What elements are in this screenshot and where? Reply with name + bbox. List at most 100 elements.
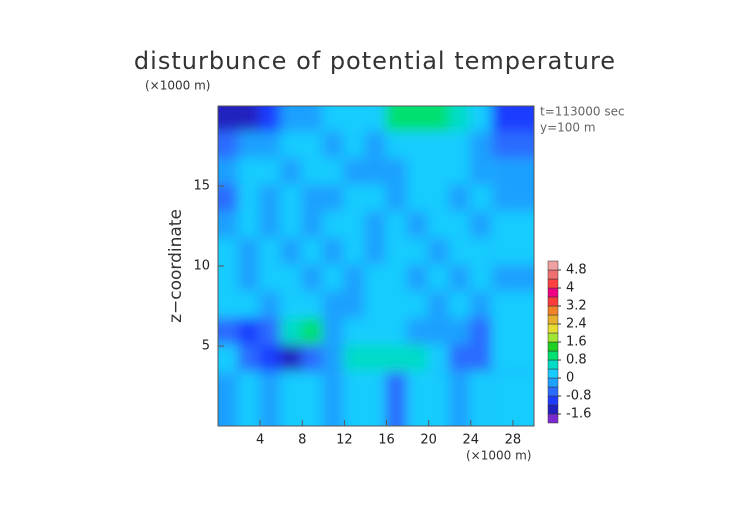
field-cell: [322, 291, 346, 321]
field-cell: [301, 291, 325, 321]
y-tick-label: 15: [193, 179, 210, 194]
field-cell: [343, 318, 367, 348]
y-tick-label: 10: [193, 259, 210, 274]
field-cell: [406, 291, 430, 321]
x-unit: (×1000 m): [466, 449, 531, 463]
field-cell: [491, 318, 534, 348]
field-cell: [238, 238, 262, 268]
x-tick-label: 16: [378, 433, 395, 448]
annotation: t=113000 sec: [540, 105, 625, 119]
colorbar-box: [547, 314, 559, 325]
field-cell: [491, 158, 534, 188]
field-cell: [238, 372, 262, 426]
field-cell: [259, 291, 283, 321]
field-cell: [427, 372, 451, 426]
field-cell: [364, 238, 388, 268]
field-cell: [343, 264, 367, 294]
field-cell: [280, 184, 304, 214]
field-cell: [469, 291, 493, 321]
colorbar-label: 4.8: [566, 263, 587, 278]
colorbar-box: [547, 386, 559, 397]
field-cell: [448, 264, 472, 294]
field-cell: [322, 131, 346, 161]
colorbar-label: -0.8: [566, 389, 591, 404]
field-cell: [301, 238, 325, 268]
field-cell: [469, 344, 493, 374]
field-cell: [322, 238, 346, 268]
colorbar-label: 0.8: [566, 353, 587, 368]
chart-title: disturbunce of potential temperature: [134, 47, 616, 75]
field-cell: [406, 184, 430, 214]
field-cell: [491, 372, 534, 426]
colorbar-box: [547, 395, 559, 406]
field-cell: [364, 372, 388, 426]
field-cell: [280, 264, 304, 294]
field-cell: [491, 291, 534, 321]
field-cell: [385, 184, 409, 214]
field-cell: [259, 344, 283, 374]
field-cell: [427, 131, 451, 161]
field-cell: [259, 372, 283, 426]
field-cell: [491, 264, 534, 294]
field-cell: [238, 158, 262, 188]
field-cell: [364, 344, 388, 374]
field-cell: [322, 372, 346, 426]
field-cell: [322, 344, 346, 374]
field-cell: [385, 318, 409, 348]
field-cell: [448, 344, 472, 374]
field-cell: [301, 131, 325, 161]
field-cell: [469, 158, 493, 188]
field-cell: [448, 238, 472, 268]
colorbar-box: [547, 332, 559, 343]
field-cell: [259, 131, 283, 161]
field-cell: [448, 291, 472, 321]
x-tick-label: 8: [298, 433, 306, 448]
field-cell: [448, 211, 472, 241]
field-cell: [259, 184, 283, 214]
field-cell: [280, 158, 304, 188]
field-cell: [322, 318, 346, 348]
field-cell: [259, 318, 283, 348]
field-cell: [448, 318, 472, 348]
field-cell: [448, 131, 472, 161]
field-cell: [491, 131, 534, 161]
colorbar-box: [547, 359, 559, 370]
field-cell: [406, 158, 430, 188]
field-cell: [301, 211, 325, 241]
field-cell: [280, 131, 304, 161]
field-cell: [238, 264, 262, 294]
field-cell: [406, 344, 430, 374]
field-cell: [364, 291, 388, 321]
field: [218, 106, 534, 426]
field-cell: [385, 158, 409, 188]
field-cell: [259, 238, 283, 268]
colorbar-box: [547, 413, 559, 424]
field-cell: [427, 184, 451, 214]
field-cell: [491, 184, 534, 214]
colorbar-label: 0: [566, 371, 574, 386]
field-cell: [385, 372, 409, 426]
field-cell: [491, 238, 534, 268]
field-cell: [343, 238, 367, 268]
field-cell: [427, 291, 451, 321]
field-cell: [406, 211, 430, 241]
field-cell: [259, 264, 283, 294]
colorbar-box: [547, 377, 559, 388]
field-cell: [469, 238, 493, 268]
colorbar-box: [547, 296, 559, 307]
field-cell: [343, 372, 367, 426]
field-cell: [491, 344, 534, 374]
field-cell: [301, 158, 325, 188]
field-cell: [280, 238, 304, 268]
field-cell: [322, 264, 346, 294]
field-cell: [301, 264, 325, 294]
field-cell: [385, 344, 409, 374]
field-cell: [343, 158, 367, 188]
colorbar-label: 4: [566, 281, 574, 296]
field-cell: [469, 318, 493, 348]
field-cell: [322, 158, 346, 188]
colorbar-box: [547, 260, 559, 271]
field-cell: [385, 211, 409, 241]
field-cell: [469, 264, 493, 294]
